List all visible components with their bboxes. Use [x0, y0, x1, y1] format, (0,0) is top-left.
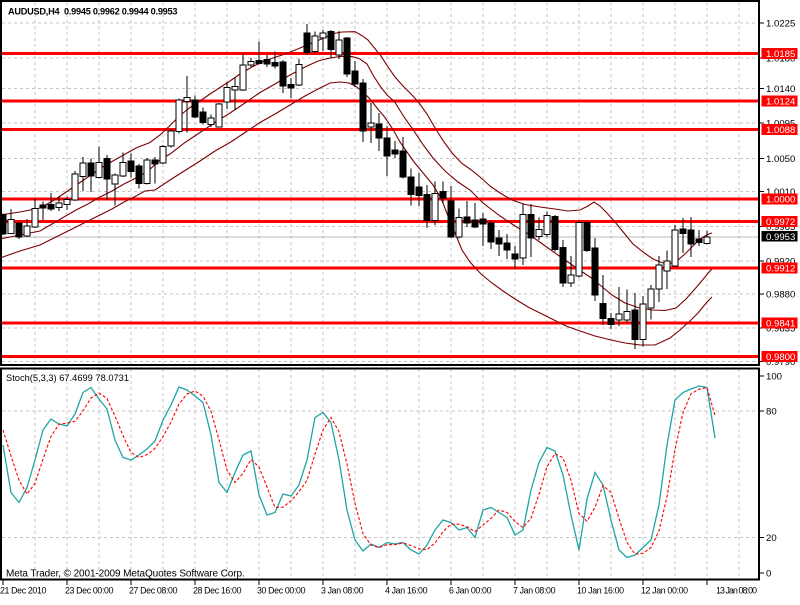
svg-text:AUDUSD,H4 0.9945 0.9962 0.994: AUDUSD,H4 0.9945 0.9962 0.9944 0.9953 — [8, 7, 177, 17]
svg-text:0.9800: 0.9800 — [766, 352, 795, 363]
svg-text:13 Jan 08:00: 13 Jan 08:00 — [716, 586, 757, 596]
svg-text:Stoch(5,3,3) 67.4699 78.0731: Stoch(5,3,3) 67.4699 78.0731 — [6, 373, 129, 383]
svg-text:1.0010: 1.0010 — [766, 187, 795, 198]
svg-text:0.9790: 0.9790 — [766, 357, 795, 368]
svg-text:20: 20 — [766, 533, 777, 544]
svg-text:21 Dec 2010: 21 Dec 2010 — [0, 586, 46, 596]
svg-text:23 Dec 00:00: 23 Dec 00:00 — [65, 586, 114, 596]
svg-text:0.9912: 0.9912 — [766, 264, 795, 275]
svg-text:0.9841: 0.9841 — [766, 319, 795, 330]
svg-text:1.0225: 1.0225 — [766, 19, 795, 30]
svg-text:28 Dec 16:00: 28 Dec 16:00 — [193, 586, 242, 596]
svg-text:0.9953: 0.9953 — [766, 232, 795, 243]
svg-text:10 Jan 16:00: 10 Jan 16:00 — [577, 586, 624, 596]
svg-text:0.9972: 0.9972 — [766, 217, 795, 228]
svg-text:6 Jan 00:00: 6 Jan 00:00 — [449, 586, 492, 596]
svg-text:1.0140: 1.0140 — [766, 84, 795, 95]
svg-text:0.9835: 0.9835 — [766, 324, 795, 335]
svg-text:0.9965: 0.9965 — [766, 222, 795, 233]
svg-text:1.0000: 1.0000 — [766, 195, 795, 206]
svg-text:0: 0 — [766, 568, 771, 579]
svg-text:12 Jan 00:00: 12 Jan 00:00 — [641, 586, 688, 596]
svg-text:0.9880: 0.9880 — [766, 290, 795, 301]
svg-text:27 Dec 08:00: 27 Dec 08:00 — [129, 586, 178, 596]
svg-text:1.0050: 1.0050 — [766, 154, 795, 165]
svg-text:30 Dec 00:00: 30 Dec 00:00 — [257, 586, 306, 596]
svg-text:7 Jan 08:00: 7 Jan 08:00 — [513, 586, 556, 596]
svg-text:1.0185: 1.0185 — [766, 49, 795, 60]
svg-text:3 Jan 08:00: 3 Jan 08:00 — [321, 586, 364, 596]
svg-text:4 Jan 16:00: 4 Jan 16:00 — [385, 586, 428, 596]
svg-text:Meta Trader, © 2001-2009 MetaQ: Meta Trader, © 2001-2009 MetaQuotes Soft… — [6, 569, 245, 580]
svg-text:1.0088: 1.0088 — [766, 125, 795, 136]
svg-text:0.9920: 0.9920 — [766, 257, 795, 268]
svg-text:100: 100 — [766, 371, 782, 382]
svg-text:80: 80 — [766, 406, 777, 417]
svg-text:1.0124: 1.0124 — [766, 97, 796, 108]
